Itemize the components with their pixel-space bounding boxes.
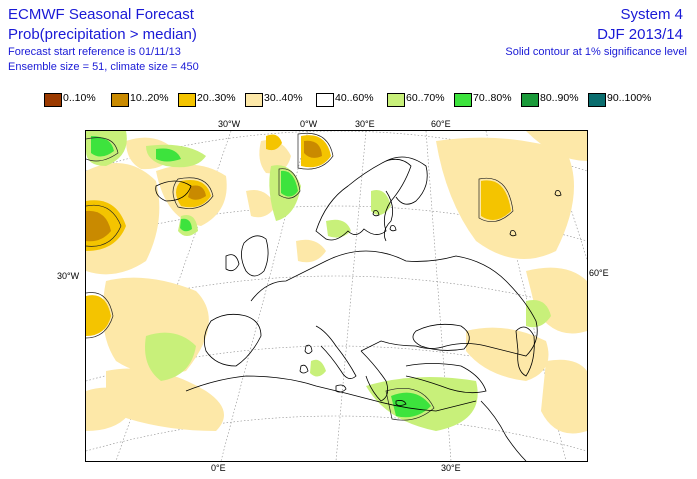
field-20-30 bbox=[86, 295, 111, 336]
field-60-70 bbox=[371, 190, 391, 215]
color-legend: 0..10% 10..20% 20..30% 30..40% 40..60% 6… bbox=[44, 92, 664, 107]
legend-label: 0..10% bbox=[63, 92, 96, 104]
lon-label-bottom-0e: 0°E bbox=[211, 463, 226, 473]
legend-swatch bbox=[454, 93, 472, 107]
field-10-20 bbox=[188, 185, 206, 200]
lon-label-top-30w: 30°W bbox=[218, 119, 241, 129]
legend-swatch bbox=[245, 93, 263, 107]
field-30-40 bbox=[526, 131, 587, 161]
field-30-40 bbox=[296, 239, 326, 263]
significance-note: Solid contour at 1% significance level bbox=[505, 46, 687, 58]
ensemble-size-note: Ensemble size = 51, climate size = 450 bbox=[8, 61, 199, 73]
period-label: DJF 2013/14 bbox=[597, 26, 683, 43]
field-70-80 bbox=[156, 148, 181, 162]
lon-label-bottom-30e: 30°E bbox=[441, 463, 461, 473]
field-70-80 bbox=[180, 218, 192, 232]
legend-swatch bbox=[111, 93, 129, 107]
legend-label: 90..100% bbox=[607, 92, 652, 104]
lon-label-top-0w: 0°W bbox=[300, 119, 318, 129]
forecast-map bbox=[85, 130, 588, 462]
field-30-40 bbox=[106, 368, 224, 431]
field-30-40 bbox=[86, 387, 136, 431]
legend-swatch bbox=[588, 93, 606, 107]
field-10-20 bbox=[86, 210, 111, 242]
legend-label: 40..60% bbox=[335, 92, 374, 104]
field-60-70 bbox=[145, 332, 196, 381]
field-30-40 bbox=[246, 190, 276, 218]
lon-label-top-60e: 60°E bbox=[431, 119, 451, 129]
legend-label: 30..40% bbox=[264, 92, 303, 104]
field-20-30 bbox=[481, 180, 511, 220]
coastlines bbox=[155, 156, 562, 461]
chart-subtitle: Prob(precipitation > median) bbox=[8, 26, 197, 43]
field-10-20 bbox=[304, 140, 322, 158]
field-70-80 bbox=[281, 170, 298, 197]
lon-label-left-30w: 30°W bbox=[57, 271, 80, 281]
legend-label: 60..70% bbox=[406, 92, 445, 104]
field-60-70 bbox=[326, 219, 351, 238]
field-60-70 bbox=[526, 300, 551, 328]
legend-label: 70..80% bbox=[473, 92, 512, 104]
lon-label-right-60e: 60°E bbox=[589, 268, 609, 278]
forecast-map-canvas bbox=[86, 131, 587, 461]
system-label: System 4 bbox=[620, 6, 683, 23]
field-30-40 bbox=[466, 327, 549, 381]
field-70-80 bbox=[91, 136, 114, 157]
chart-title: ECMWF Seasonal Forecast bbox=[8, 6, 194, 23]
field-20-30 bbox=[266, 134, 282, 151]
legend-swatch bbox=[316, 93, 334, 107]
legend-label: 80..90% bbox=[540, 92, 579, 104]
field-70-80 bbox=[391, 392, 431, 418]
legend-swatch bbox=[44, 93, 62, 107]
field-30-40 bbox=[541, 359, 587, 434]
legend-label: 10..20% bbox=[130, 92, 169, 104]
probability-field bbox=[86, 131, 587, 434]
forecast-start-reference: Forecast start reference is 01/11/13 bbox=[8, 46, 181, 58]
lon-label-top-30e: 30°E bbox=[355, 119, 375, 129]
legend-swatch bbox=[387, 93, 405, 107]
field-60-70 bbox=[310, 359, 326, 377]
significance-contours bbox=[86, 132, 514, 421]
legend-label: 20..30% bbox=[197, 92, 236, 104]
legend-swatch bbox=[521, 93, 539, 107]
legend-swatch bbox=[178, 93, 196, 107]
